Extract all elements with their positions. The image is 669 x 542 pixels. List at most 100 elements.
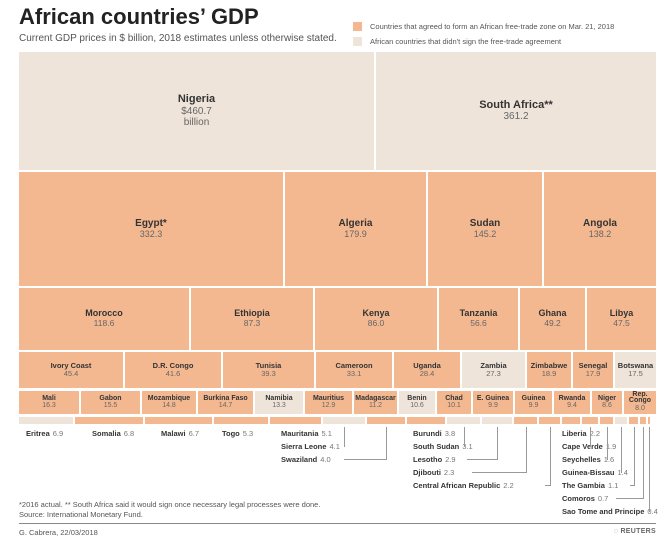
cell-value: 145.2 <box>473 229 497 240</box>
label-swaziland: Swaziland 4.0 <box>281 455 331 464</box>
cell-e-guinea: E. Guinea 9.9 <box>473 391 513 414</box>
label-the-gambia: The Gambia 1.1 <box>562 481 618 490</box>
cell-name: Madagascar <box>355 394 396 402</box>
label-name: Djibouti <box>413 468 441 477</box>
cell-value: $460.7 <box>181 105 212 117</box>
cell-chad: Chad 10.1 <box>437 391 471 414</box>
cell-benin: Benin 10.6 <box>399 391 435 414</box>
cell-egypt: Egypt* 332.3 <box>19 172 283 286</box>
cell-value: 8.6 <box>602 402 612 410</box>
label-value: 3.8 <box>444 429 456 438</box>
label-guinea-bissau: Guinea-Bissau 1.4 <box>562 468 628 477</box>
cell-name: Rwanda <box>558 394 586 402</box>
cell-djibouti <box>514 417 537 424</box>
cell-value: 14.8 <box>162 402 176 410</box>
cell-sudan: Sudan 145.2 <box>428 172 542 286</box>
leader-line <box>464 427 465 447</box>
label-value: 1.9 <box>605 442 617 451</box>
legend-label-not-signed: African countries that didn't sign the f… <box>370 37 562 46</box>
cell-value: 15.5 <box>103 402 118 410</box>
cell-rwanda: Rwanda 9.4 <box>554 391 590 414</box>
cell-name: South Africa** <box>479 99 553 112</box>
cell-name: E. Guinea <box>476 394 510 402</box>
cell-name: Ethiopia <box>234 308 270 319</box>
label-sao-tome-and-principe: Sao Tome and Principe 0.4 <box>562 507 658 516</box>
leader-line <box>607 427 608 460</box>
cell-value: 28.4 <box>419 368 435 378</box>
label-value: 0.7 <box>597 494 609 503</box>
cell-value: 11.2 <box>368 402 383 410</box>
cell-mauritius: Mauritius 12.9 <box>305 391 352 414</box>
label-name: South Sudan <box>413 442 460 451</box>
footer-divider <box>19 523 656 524</box>
cell-libya: Libya 47.5 <box>587 288 656 350</box>
cell-value: 17.5 <box>628 368 643 378</box>
label-name: Malawi <box>161 429 186 438</box>
cell-ivory-coast: Ivory Coast 45.4 <box>19 352 123 388</box>
cell-name: Mali <box>42 394 56 402</box>
cell-swaziland <box>367 417 405 424</box>
label-value: 4.0 <box>320 455 331 464</box>
label-seychelles: Seychelles 1.6 <box>562 455 614 464</box>
cell-value: 14.7 <box>218 402 233 410</box>
leader-line <box>545 427 551 486</box>
cell-unit: billion <box>183 117 210 129</box>
cell-ghana: Ghana 49.2 <box>520 288 585 350</box>
cell-name: Gabon <box>99 394 122 402</box>
reuters-logo-icon: ◌ <box>613 528 621 535</box>
footnote-source: Source: International Monetary Fund. <box>19 510 143 520</box>
cell-value: 10.6 <box>410 402 424 410</box>
label-value: 6.8 <box>123 429 135 438</box>
cell-name: Chad <box>445 394 463 402</box>
cell-botswana: Botswana 17.5 <box>615 352 656 388</box>
cell-value: 9.4 <box>567 402 577 410</box>
cell-mali: Mali 16.3 <box>19 391 79 414</box>
cell-name: Sudan <box>469 218 501 230</box>
label-value: 2.2 <box>503 481 514 490</box>
cell-value: 49.2 <box>544 318 561 329</box>
label-name: Mauritania <box>281 429 319 438</box>
cell-name: Tunisia <box>255 360 282 370</box>
cell-mozambique: Mozambique 14.8 <box>142 391 196 414</box>
label-comoros: Comoros 0.7 <box>562 494 608 503</box>
cell-value: 87.3 <box>243 318 261 329</box>
cell-burundi <box>407 417 445 424</box>
cell-nigeria: Nigeria $460.7 billion <box>19 52 374 170</box>
label-value: 2.9 <box>445 455 456 464</box>
label-value: 1.1 <box>607 481 619 490</box>
label-value: 4.1 <box>329 442 340 451</box>
cell-south-sudan <box>447 417 480 424</box>
cell-name: Zambia <box>480 360 507 370</box>
cell-guinea: Guinea 9.9 <box>515 391 552 414</box>
cell-name: Namibia <box>265 394 293 402</box>
label-liberia: Liberia 2.2 <box>562 429 600 438</box>
cell-kenya: Kenya 86.0 <box>315 288 437 350</box>
credit: G. Cabrera, 22/03/2018 <box>19 528 98 537</box>
label-value: 0.4 <box>647 507 658 516</box>
label-name: Liberia <box>562 429 587 438</box>
cell-central-african-republic <box>539 417 560 424</box>
label-name: Togo <box>222 429 240 438</box>
cell-liberia <box>562 417 580 424</box>
label-value: 6.9 <box>52 429 64 438</box>
cell-value: 9.9 <box>528 402 539 410</box>
label-value: 6.7 <box>188 429 200 438</box>
cell-d-r-congo: D.R. Congo 41.6 <box>125 352 221 388</box>
label-name: Eritrea <box>26 429 50 438</box>
label-value: 3.1 <box>462 442 473 451</box>
cell-value: 45.4 <box>63 368 79 378</box>
cell-value: 16.3 <box>42 402 56 410</box>
cell-burkina-faso: Burkina Faso 14.7 <box>198 391 253 414</box>
legend-label-signed: Countries that agreed to form an African… <box>370 22 615 31</box>
label-name: Central African Republic <box>413 481 501 490</box>
leader-line <box>344 427 345 447</box>
label-burundi: Burundi 3.8 <box>413 429 455 438</box>
label-value: 2.3 <box>443 468 455 477</box>
cell-name: Rep. Congo <box>628 391 652 405</box>
chart-subtitle: Current GDP prices in $ billion, 2018 es… <box>19 33 337 44</box>
label-cape-verde: Cape Verde 1.9 <box>562 442 616 451</box>
leader-line <box>590 427 591 447</box>
legend-item-signed: Countries that agreed to form an African… <box>353 22 614 31</box>
cell-togo <box>214 417 268 424</box>
